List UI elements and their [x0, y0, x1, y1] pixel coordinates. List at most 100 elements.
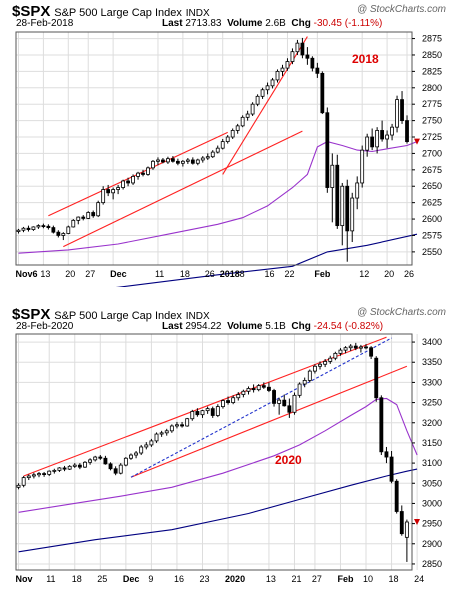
y-tick-label: 2875 [422, 34, 442, 44]
candle-body [200, 157, 205, 161]
candle-body [330, 164, 335, 188]
candle-body [171, 158, 175, 162]
chart-header: $SPX S&P 500 Large Cap Index INDX [12, 3, 210, 20]
x-tick-label: 26 [205, 269, 215, 279]
y-tick-label: 2650 [422, 181, 442, 191]
x-tick-label: Nov6 [15, 269, 37, 279]
y-tick-label: 2850 [422, 50, 442, 60]
candle-body [251, 388, 256, 391]
candle-body [400, 99, 404, 122]
candle-body [126, 180, 130, 184]
x-tick-label: 16 [174, 574, 184, 584]
candle-body [154, 433, 159, 442]
y-tick-label: 3350 [422, 357, 442, 367]
candle-body [307, 370, 312, 381]
x-tick-label: 12 [359, 269, 369, 279]
candle-body [76, 216, 81, 221]
candle-body [345, 185, 350, 232]
candle-body [118, 464, 123, 474]
chart-date: 28-Feb-2018 [16, 18, 74, 29]
y-tick-label: 2725 [422, 132, 442, 142]
candle-body [195, 411, 200, 416]
candle-body [375, 130, 380, 148]
candle-body [149, 440, 154, 446]
candle-body [71, 219, 76, 228]
candle-body [57, 467, 62, 471]
y-tick-label: 3300 [422, 377, 442, 387]
candle-body [250, 103, 255, 115]
candle-body [161, 159, 165, 163]
candle-body [83, 461, 87, 468]
x-tick-label: 9 [148, 574, 153, 584]
candle-body [195, 159, 200, 164]
y-tick-label: 2675 [422, 165, 442, 175]
candle-body [129, 454, 133, 459]
volume-value: 2.6B [265, 18, 286, 29]
last-price-marker [414, 518, 420, 525]
candle-body [295, 42, 300, 53]
candle-body [395, 99, 399, 128]
candle-body [297, 383, 302, 396]
quote-bar: Last 2713.83 Volume 2.6B Chg -30.45 (-1.… [162, 18, 382, 29]
candle-body [66, 226, 71, 234]
chart-panel-2020: $SPX S&P 500 Large Cap Index INDX @ Stoc… [0, 303, 466, 592]
candle-body [98, 456, 103, 459]
candle-body [111, 189, 116, 194]
panel-separator [0, 287, 466, 303]
x-tick-label: 13 [40, 269, 50, 279]
candle-body [236, 394, 241, 399]
price-chart-2018[interactable]: 2550 2575 2600 2625 2650 2675 2700 2725 2750 2775… [0, 0, 466, 287]
candle-body [365, 136, 370, 151]
y-tick-label: 3250 [422, 398, 442, 408]
plot-border [15, 31, 413, 266]
purple-ma [18, 397, 418, 513]
last-label: Last [162, 18, 183, 29]
y-tick-label: 2625 [422, 198, 442, 208]
candle-body [169, 425, 174, 432]
candle-body [343, 347, 348, 351]
candle-body [241, 390, 246, 395]
last-price-marker [414, 138, 420, 145]
trendline-dashed [130, 337, 392, 478]
candle-body [175, 160, 180, 164]
y-tick-label: 3000 [422, 498, 442, 508]
last-value: 2954.22 [185, 321, 222, 332]
candle-body [139, 446, 144, 454]
candle-body [235, 125, 240, 131]
candle-body [121, 180, 125, 188]
candle-body [164, 430, 169, 434]
candle-body [379, 397, 384, 453]
candle-body [328, 357, 333, 362]
exchange: INDX [185, 311, 210, 322]
candle-body [312, 365, 317, 372]
candle-body [190, 411, 195, 420]
candle-body [318, 363, 322, 367]
candle-body [261, 385, 266, 388]
candle-body [113, 468, 118, 474]
candle-body [221, 400, 225, 408]
candle-body [26, 227, 31, 230]
candle-body [272, 390, 276, 404]
x-tick-label: 13 [266, 574, 276, 584]
candle-body [255, 95, 260, 105]
candle-body [275, 70, 280, 81]
y-tick-label: 2775 [422, 99, 442, 109]
candle-body [290, 51, 295, 62]
candle-body [287, 405, 292, 413]
candle-body [405, 120, 409, 143]
candle-body [190, 159, 195, 164]
price-chart-2020[interactable]: 2850 2900 2950 3000 3050 3100 3150 3200 3250 3300… [0, 303, 466, 592]
candle-body [210, 151, 215, 158]
chg-value: -30.45 (-1.11%) [313, 18, 383, 29]
candle-body [338, 349, 343, 354]
candle-body [151, 160, 155, 169]
x-tick-label: 24 [414, 574, 424, 584]
candle-body [205, 408, 210, 412]
candle-body [116, 187, 121, 190]
candle-body [52, 469, 57, 472]
candle-body [384, 451, 389, 458]
symbol[interactable]: $SPX [12, 306, 51, 323]
symbol[interactable]: $SPX [12, 3, 51, 20]
x-tick-label: Nov [16, 574, 33, 584]
trendline-upper [23, 336, 387, 477]
